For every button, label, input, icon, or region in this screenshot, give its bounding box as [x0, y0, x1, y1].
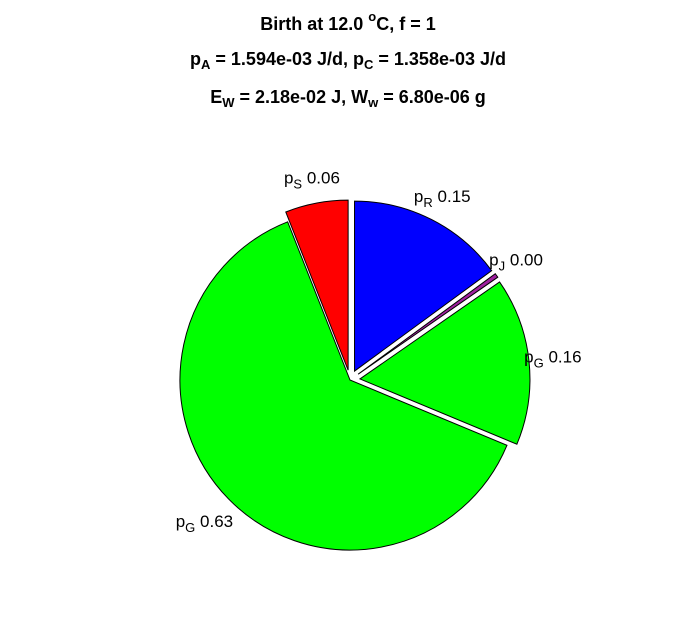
- title-segment: = 1.358e-03 J/d: [373, 49, 506, 69]
- label-name: p: [284, 169, 293, 188]
- title-segment: W: [222, 95, 235, 110]
- pie-slice: [358, 281, 531, 445]
- label-value: 0.15: [438, 188, 471, 207]
- label-sub: G: [185, 520, 195, 535]
- chart-title: Birth at 12.0 oC, f = 1: [260, 9, 436, 33]
- title-segment: E: [210, 87, 222, 107]
- title-segment: = 2.18e-02 J, W: [235, 87, 369, 107]
- label-sub: S: [293, 177, 302, 192]
- title-segment: Birth at 12.0: [260, 14, 368, 34]
- label-name: p: [489, 251, 498, 270]
- label-value: 0.00: [510, 251, 543, 270]
- slice-label: pR 0.15: [414, 188, 471, 211]
- title-segment: p: [190, 49, 201, 69]
- title-segment: o: [368, 9, 376, 24]
- pie-slice: [357, 273, 499, 375]
- label-sub: R: [423, 195, 432, 210]
- label-value: 0.63: [200, 512, 233, 531]
- pie-slice: [285, 199, 349, 371]
- label-name: p: [524, 348, 533, 367]
- title-segment: A: [201, 57, 211, 72]
- label-sub: J: [499, 259, 506, 274]
- label-name: p: [176, 512, 185, 531]
- slice-label: pS 0.06: [284, 169, 340, 192]
- label-value: 0.16: [548, 348, 581, 367]
- slice-label: pG 0.16: [524, 348, 581, 371]
- chart-title: EW = 2.18e-02 J, Ww = 6.80e-06 g: [210, 87, 486, 111]
- title-segment: C: [364, 57, 374, 72]
- pie-slice: [179, 221, 508, 551]
- title-segment: w: [367, 95, 379, 110]
- label-sub: G: [534, 356, 544, 371]
- label-name: p: [414, 188, 423, 207]
- label-value: 0.06: [307, 169, 340, 188]
- slice-label: pJ 0.00: [489, 251, 543, 274]
- pie-slice: [354, 200, 493, 373]
- title-segment: C, f = 1: [376, 14, 436, 34]
- chart-title: pA = 1.594e-03 J/d, pC = 1.358e-03 J/d: [190, 49, 506, 73]
- title-segment: = 1.594e-03 J/d, p: [210, 49, 364, 69]
- title-segment: = 6.80e-06 g: [378, 87, 486, 107]
- slice-label: pG 0.63: [176, 512, 233, 535]
